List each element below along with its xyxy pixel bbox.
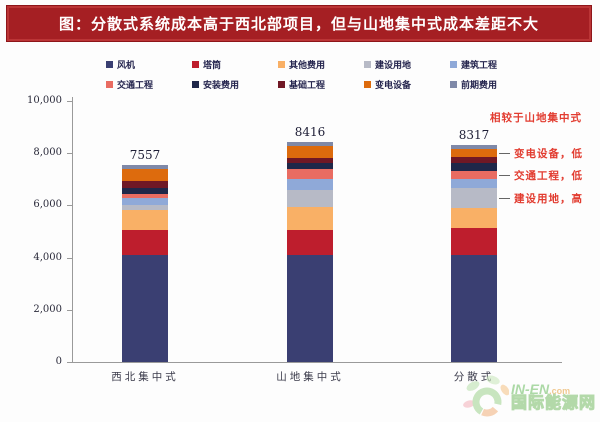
bar-segment-基础工程: [451, 157, 497, 164]
bar-segment-建筑工程: [451, 179, 497, 189]
y-axis-line: [72, 97, 73, 362]
legend-item-安装费用: 安装费用: [192, 78, 278, 91]
bar-segment-基础工程: [287, 157, 333, 164]
bar-segment-安装费用: [287, 163, 333, 170]
legend-item-其他费用: 其他费用: [278, 58, 364, 71]
legend-item-交通工程: 交通工程: [106, 78, 192, 91]
annotation-header: 相较于山地集中式: [490, 112, 582, 124]
page-title: 图：分散式系统成本高于西北部项目，但与山地集中式成本差距不大: [58, 16, 539, 33]
legend-swatch-icon: [364, 61, 371, 68]
watermark-site-name: 国际能源网: [510, 395, 596, 412]
legend-swatch-icon: [192, 61, 199, 68]
y-axis-tick-mark: [67, 362, 72, 363]
bar-segment-建筑工程: [122, 197, 168, 206]
legend-swatch-icon: [106, 81, 113, 88]
legend-label: 建筑工程: [461, 60, 498, 70]
y-axis-tick-mark: [67, 257, 72, 259]
y-axis-tick-label: 8,000: [33, 147, 62, 159]
legend-label: 变电设备: [375, 80, 412, 90]
bar-segment-建设用地: [287, 190, 333, 207]
bar-segment-前期费用: [122, 164, 168, 169]
bar-total-label: 8416: [294, 125, 326, 140]
bar-segment-建设用地: [122, 205, 168, 210]
bar-segment-变电设备: [451, 149, 497, 158]
bar-segment-交通工程: [122, 194, 168, 198]
legend-item-变电设备: 变电设备: [364, 78, 450, 91]
y-axis-tick-mark: [67, 309, 72, 311]
bar-segment-塔筒: [287, 230, 333, 255]
watermark-brand: IN-EN.com: [510, 381, 571, 397]
legend-label: 前期费用: [461, 80, 498, 90]
bar-segment-交通工程: [287, 169, 333, 180]
y-axis-tick-label: 4,000: [33, 251, 62, 263]
bar-segment-变电设备: [122, 168, 168, 182]
bar-segment-前期费用: [451, 144, 497, 150]
bar-segment-塔筒: [451, 228, 497, 255]
annotation-connector-line: [499, 198, 510, 200]
bar-segment-其他费用: [287, 206, 333, 231]
legend-swatch-icon: [278, 81, 285, 88]
bar-total-label: 7557: [129, 147, 161, 162]
legend-swatch-icon: [192, 81, 199, 88]
legend-item-建设用地: 建设用地: [364, 58, 450, 71]
bar-segment-其他费用: [451, 208, 497, 229]
bar-segment-其他费用: [122, 209, 168, 231]
bar-segment-建筑工程: [287, 179, 333, 190]
legend-swatch-icon: [450, 61, 457, 68]
legend-item-建筑工程: 建筑工程: [450, 58, 536, 71]
bar-segment-安装费用: [122, 188, 168, 195]
legend-item-基础工程: 基础工程: [278, 78, 364, 91]
bar-segment-建设用地: [451, 188, 497, 208]
bar-segment-风机: [287, 254, 333, 362]
y-axis-tick-label: 10,000: [27, 95, 62, 106]
legend-label: 建设用地: [375, 60, 412, 70]
bar-segment-安装费用: [451, 163, 497, 172]
y-axis-tick-label: 6,000: [33, 199, 62, 211]
annotation-label: 交通工程，低: [514, 170, 583, 183]
legend-label: 塔筒: [203, 60, 222, 70]
legend-swatch-icon: [106, 61, 113, 68]
x-axis-category-label: 山地集中式: [276, 371, 344, 383]
legend-item-风机: 风机: [106, 58, 192, 71]
bar-segment-风机: [451, 254, 497, 362]
legend-label: 其他费用: [289, 60, 326, 70]
legend-label: 风机: [117, 60, 136, 70]
y-axis-tick-mark: [67, 205, 72, 207]
legend-item-前期费用: 前期费用: [450, 78, 536, 91]
y-axis-tick-label: 0: [55, 356, 62, 367]
y-axis-tick-label: 2,000: [33, 303, 62, 315]
legend-label: 交通工程: [117, 80, 154, 90]
chart-legend: 风机 塔筒 其他费用 建设用地 建筑工程交通工程 安装费用 基础工程 变电设备 前期费用: [106, 58, 526, 91]
x-axis-category-label: 西北集中式: [111, 371, 179, 383]
legend-swatch-icon: [364, 81, 371, 88]
bar-segment-塔筒: [122, 230, 168, 255]
annotation-label: 建设用地，高: [514, 193, 583, 206]
legend-label: 基础工程: [289, 80, 326, 90]
y-axis-tick-mark: [67, 101, 72, 102]
watermark-flower-icon: [463, 375, 509, 417]
bar-segment-前期费用: [287, 142, 333, 146]
annotation-connector-line: [499, 153, 510, 155]
bar-segment-交通工程: [451, 171, 497, 180]
bar-total-label: 8317: [458, 127, 490, 142]
bar-segment-变电设备: [287, 145, 333, 158]
annotation-label: 变电设备，低: [514, 148, 583, 161]
legend-swatch-icon: [278, 61, 285, 68]
legend-label: 安装费用: [203, 80, 240, 90]
x-axis-line: [72, 362, 562, 363]
legend-item-塔筒: 塔筒: [192, 58, 278, 71]
watermark: IN-EN.com 国际能源网: [463, 374, 596, 420]
title-banner: 图：分散式系统成本高于西北部项目，但与山地集中式成本差距不大: [6, 5, 592, 42]
x-axis-category-label: 分散式: [453, 371, 495, 383]
legend-swatch-icon: [450, 81, 457, 88]
y-axis-tick-mark: [67, 153, 72, 155]
bar-segment-风机: [122, 254, 168, 362]
watermark-brand-suffix: .com: [549, 386, 571, 396]
bar-segment-基础工程: [122, 181, 168, 189]
annotation-connector-line: [499, 175, 510, 177]
